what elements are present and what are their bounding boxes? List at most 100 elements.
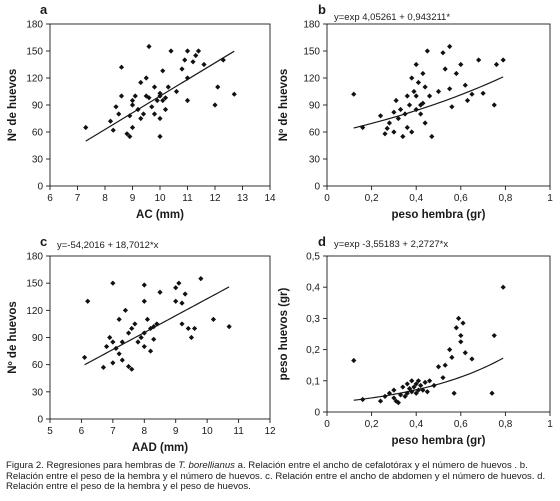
- panel-c-y-tick-label: 90: [32, 333, 44, 344]
- panel-a-data-point: [215, 84, 221, 90]
- panel-a-data-point: [173, 88, 180, 95]
- panel-a-data-point: [118, 64, 125, 70]
- panel-a-y-tick-label: 90: [32, 101, 44, 112]
- panel-b-data-point: [453, 70, 459, 77]
- panel-d-data-point: [440, 375, 446, 381]
- panel-a-data-point: [212, 102, 218, 108]
- panel-d-data-point: [489, 390, 495, 396]
- panel-d-y-tick-label: 0,4: [306, 283, 320, 294]
- panel-a-data-point: [184, 75, 191, 81]
- panel-a-data-point: [127, 133, 133, 140]
- panel-a-data-point: [168, 48, 174, 54]
- panel-b-data-point: [413, 61, 419, 68]
- panel-c-data-point: [173, 285, 179, 291]
- panel-d-data-point: [377, 398, 384, 404]
- panel-c-y-tick-label: 0: [37, 415, 43, 426]
- panel-c-data-point: [157, 289, 163, 295]
- panel-b-data-point: [409, 129, 415, 135]
- panel-b-x-tick-label: 1: [547, 193, 553, 204]
- panel-a-x-tick-label: 6: [47, 193, 53, 204]
- panel-a-data-point: [157, 133, 163, 140]
- panel-c-data-point: [107, 334, 113, 341]
- panel-d-data-point: [409, 389, 415, 395]
- panel-a-data-point: [157, 90, 163, 96]
- panel-b-data-point: [391, 129, 397, 135]
- panel-c-data-point: [182, 291, 188, 297]
- panel-d-data-point: [413, 390, 419, 396]
- panel-d-data-point: [435, 364, 442, 370]
- panel-d-data-point: [460, 320, 466, 326]
- panel-a: 678910111213140306090120150180ay =-85,33…: [7, 2, 276, 221]
- panel-a-x-tick-label: 14: [264, 193, 276, 204]
- panel-c-data-point: [141, 282, 147, 288]
- panel-c-data-point: [179, 300, 185, 306]
- panel-b-data-point: [360, 124, 366, 131]
- panel-d-data-point: [415, 387, 422, 393]
- panel-b-y-tick-label: 90: [309, 101, 321, 112]
- panel-c-y-tick-label: 120: [26, 306, 43, 317]
- panel-b-plot-frame: [326, 23, 551, 187]
- panel-c-data-point: [141, 330, 147, 336]
- panel-a-data-point: [135, 106, 141, 113]
- panel-b-data-point: [400, 133, 406, 140]
- panel-a-data-point: [129, 124, 136, 131]
- panel-c-data-point: [129, 325, 135, 332]
- panel-c-data-point: [110, 360, 116, 366]
- panel-c-data-point: [151, 324, 157, 330]
- panel-b-x-tick-label: 0,8: [498, 193, 512, 204]
- panel-d-data-point: [469, 356, 475, 362]
- panel-c-data-point: [151, 336, 157, 342]
- panel-a-data-point: [151, 111, 158, 117]
- panel-b-data-point: [415, 79, 422, 86]
- panel-b-data-point: [351, 91, 357, 97]
- panel-b-y-tick-label: 150: [303, 47, 320, 58]
- panel-d-data-point: [382, 393, 388, 399]
- panel-a-data-point: [157, 115, 163, 122]
- panel-d-y-tick-label: 0: [314, 408, 320, 419]
- panel-a-data-point: [160, 68, 166, 74]
- panel-c-data-point: [191, 325, 198, 332]
- panel-d-data-point: [409, 378, 415, 384]
- panel-c-x-tick-label: 10: [202, 426, 214, 437]
- panel-a-y-tick-label: 60: [32, 128, 44, 139]
- panel-a-data-point: [231, 91, 237, 97]
- panel-b-data-point: [426, 93, 433, 99]
- panel-d-y-tick-label: 0,3: [306, 314, 320, 325]
- panel-b-equation: y=exp 4,05261 + 0,943211*: [334, 12, 450, 23]
- caption-species: T. borellianus: [178, 460, 235, 471]
- panel-b-data-point: [404, 93, 410, 99]
- panel-b-data-point: [493, 61, 500, 68]
- panel-d-x-tick-label: 0,6: [454, 419, 468, 430]
- panel-c-data-point: [147, 348, 154, 354]
- panel-a-x-tick-label: 12: [209, 193, 221, 204]
- panel-b-data-point: [418, 111, 424, 117]
- panel-c-x-axis-label: AAD (mm): [132, 442, 188, 454]
- panel-b-data-point: [422, 84, 428, 90]
- panel-a-y-tick-label: 0: [37, 182, 43, 193]
- panel-b-data-point: [435, 88, 442, 95]
- panel-a-data-point: [184, 97, 191, 104]
- panel-b-data-point: [406, 102, 413, 108]
- panel-a-x-tick-label: 13: [237, 193, 249, 204]
- panel-b-data-point: [386, 120, 393, 126]
- panel-a-data-point: [162, 106, 169, 113]
- panel-c-data-point: [176, 280, 182, 286]
- panel-c-data-point: [129, 366, 135, 372]
- panel-a-y-tick-label: 150: [26, 47, 43, 58]
- panel-b-data-point: [464, 97, 471, 104]
- panel-a-data-point: [118, 93, 125, 99]
- panel-c-data-point: [185, 325, 191, 332]
- panel-d-data-point: [491, 332, 497, 339]
- panel-a-data-point: [127, 113, 133, 119]
- panel-b-data-point: [391, 109, 397, 115]
- panel-a-data-point: [184, 48, 191, 54]
- panel-c-y-axis-label: Nº de huevos: [7, 301, 19, 374]
- panel-a-data-point: [190, 59, 196, 65]
- panel-d-data-point: [400, 384, 406, 390]
- panel-b-y-tick-label: 60: [309, 128, 321, 139]
- panel-c-x-tick-label: 11: [233, 426, 244, 437]
- panel-b-data-point: [409, 75, 415, 81]
- panel-a-x-tick-label: 7: [75, 193, 81, 204]
- panel-b-regression-line: [353, 76, 504, 129]
- panel-d-x-axis-label: peso hembra (gr): [392, 435, 486, 447]
